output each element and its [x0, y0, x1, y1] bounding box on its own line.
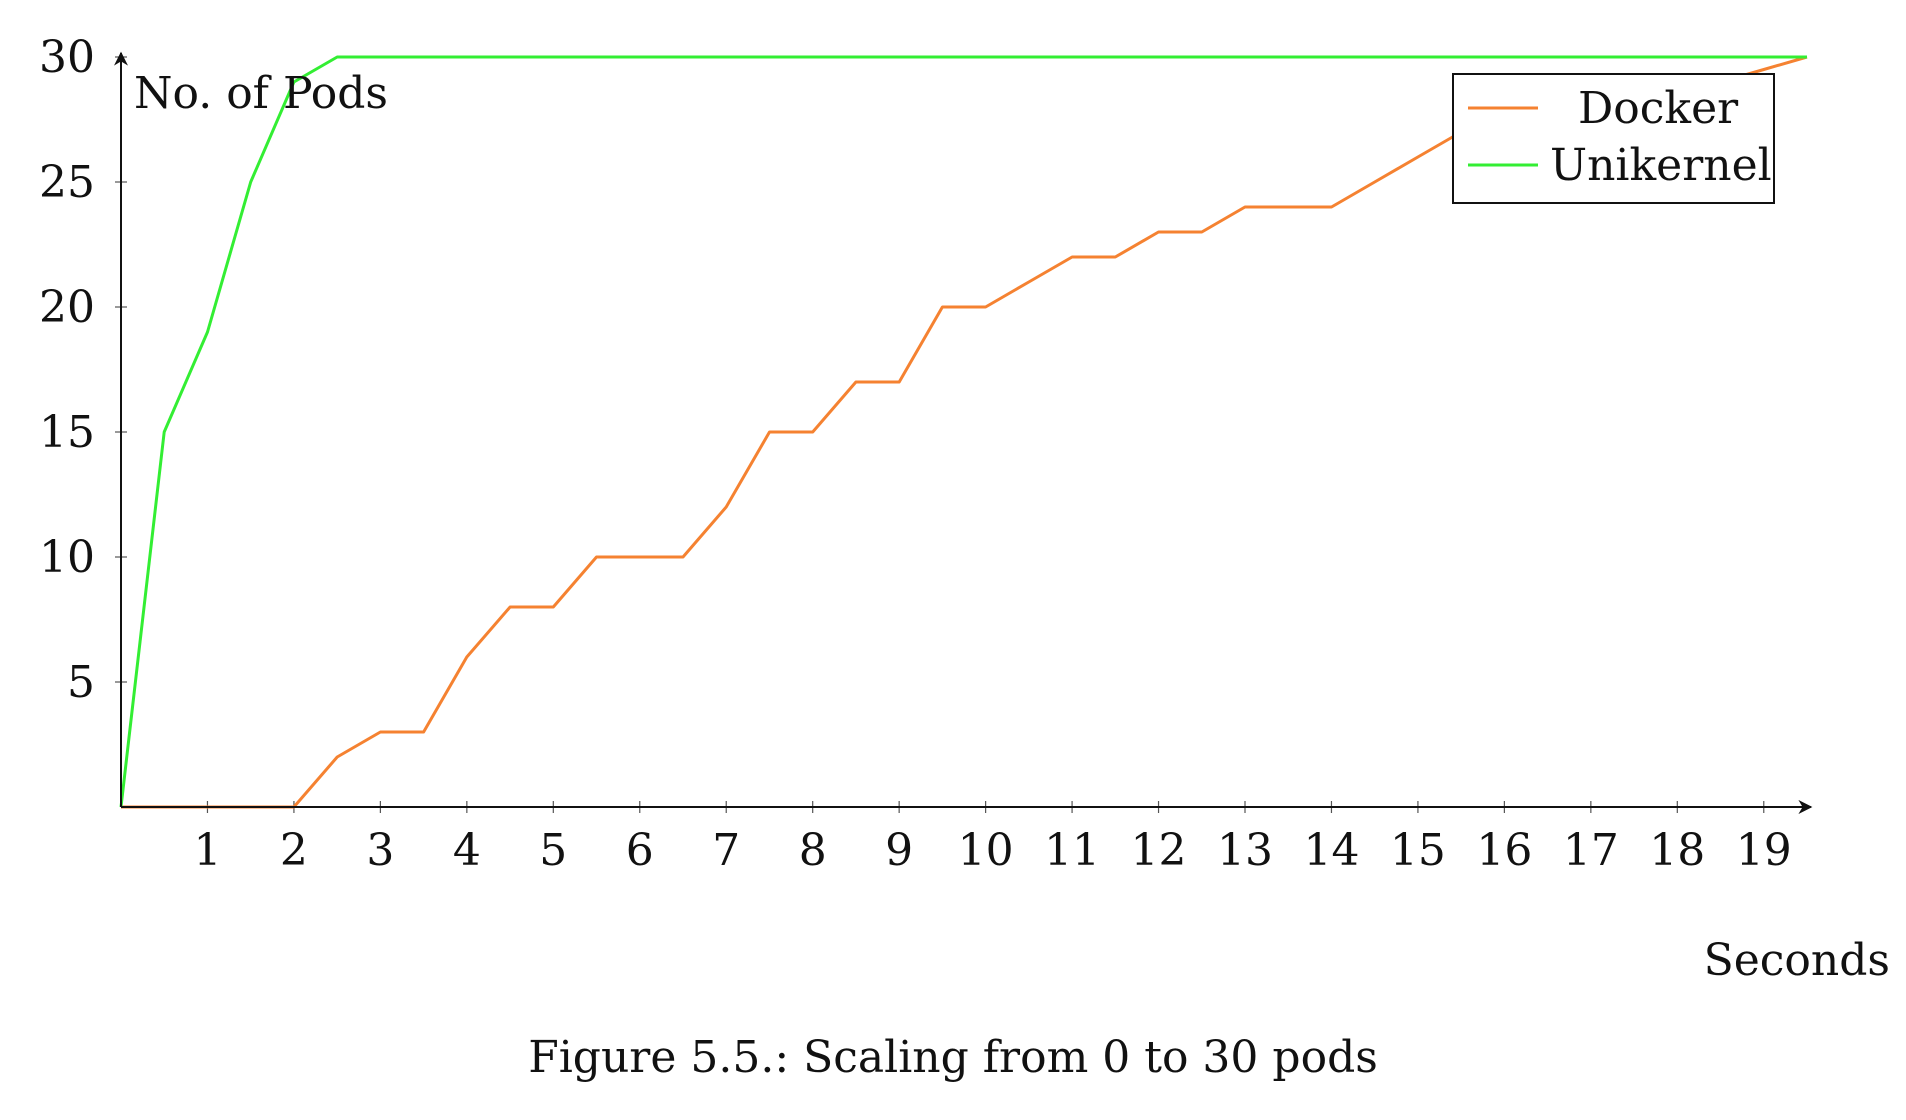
line-chart: 1 2 3 4 5 6 7 8 9 10 11 12 13 14 15 16 17 18 19 5101520253… [39, 32, 1890, 986]
x-axis-title: Seconds [1704, 935, 1890, 986]
x-tick-label: 19 [1736, 825, 1792, 876]
figure-caption: Figure 5.5.: Scaling from 0 to 30 pods [528, 1032, 1378, 1083]
x-tick-label: 6 [626, 825, 654, 876]
x-tick-label: 14 [1303, 825, 1359, 876]
series-line-unikernel [119, 55, 1807, 808]
x-tick-label: 9 [885, 825, 913, 876]
y-tick-labels: 5 10 15 20 25 30 [39, 32, 95, 708]
x-tick-label: 7 [712, 825, 740, 876]
legend-label-docker: Docker [1578, 83, 1739, 134]
legend: Docker Unikernel [1452, 73, 1775, 204]
x-tick-label: 18 [1649, 825, 1705, 876]
x-tick-label: 10 [958, 825, 1014, 876]
y-tick-label: 25 [39, 157, 95, 208]
x-tick-label: 17 [1563, 825, 1619, 876]
y-tick-label: 10 [39, 532, 95, 583]
x-tick-label: 5 [539, 825, 567, 876]
legend-label-unikernel: Unikernel [1550, 140, 1772, 191]
x-tick-label: 12 [1131, 825, 1187, 876]
x-tick-label: 1 [193, 825, 221, 876]
x-tick-labels: 1 2 3 4 5 6 7 8 9 10 11 12 13 14 15 16 17 18 19 [193, 825, 1791, 876]
y-tick-label: 20 [39, 282, 95, 333]
y-tick-label: 15 [39, 407, 95, 458]
x-tick-label: 11 [1044, 825, 1100, 876]
y-tick-label: 5 [67, 657, 95, 708]
x-tick-label: 4 [453, 825, 481, 876]
y-axis-title: No. of Pods [134, 68, 388, 119]
x-tick-label: 3 [366, 825, 394, 876]
y-tick-label: 30 [39, 32, 95, 83]
x-tick-label: 15 [1390, 825, 1446, 876]
x-tick-label: 8 [799, 825, 827, 876]
legend-box [1452, 73, 1775, 204]
x-tick-label: 16 [1476, 825, 1532, 876]
x-tick-label: 2 [280, 825, 308, 876]
x-tick-label: 13 [1217, 825, 1273, 876]
